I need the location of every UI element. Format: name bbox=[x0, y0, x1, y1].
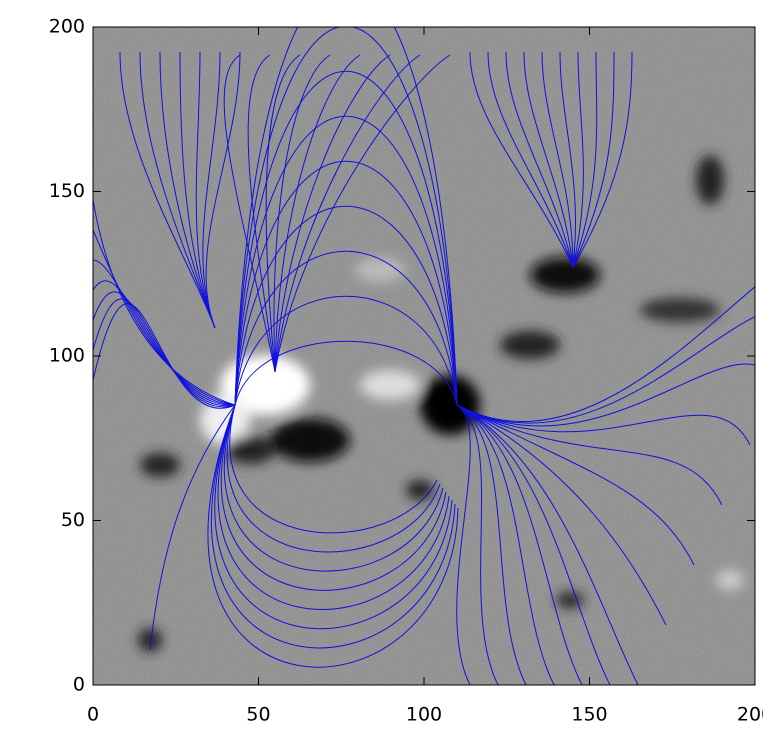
chart: 0 50 100 150 200 0 50 100 150 200 bbox=[0, 0, 763, 732]
y-tick-label: 50 bbox=[61, 509, 85, 531]
x-tick-label: 50 bbox=[246, 704, 270, 726]
y-tick-label: 100 bbox=[49, 345, 85, 367]
magnetogram bbox=[93, 0, 763, 685]
x-tick-label: 150 bbox=[571, 704, 607, 726]
y-tick-label: 200 bbox=[49, 16, 85, 38]
x-tick-label: 0 bbox=[87, 704, 99, 726]
y-tick-label: 0 bbox=[73, 674, 85, 696]
x-tick-label: 200 bbox=[737, 704, 763, 726]
y-tick-label: 150 bbox=[49, 180, 85, 202]
page: 050100150200050100150200 (() => { const … bbox=[0, 0, 763, 732]
x-tick-label: 100 bbox=[406, 704, 442, 726]
